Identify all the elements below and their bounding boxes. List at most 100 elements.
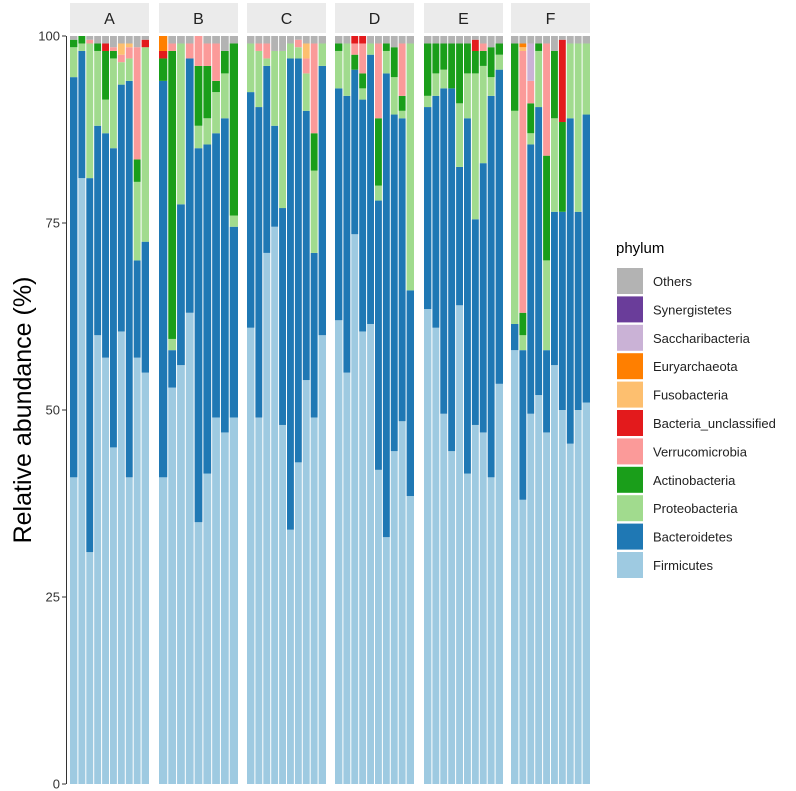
bar-segment-others <box>431 36 440 44</box>
bar-segment-firmicutes <box>286 529 295 784</box>
bar-segment-actinobacteria <box>558 122 567 212</box>
facet-label: F <box>546 11 556 28</box>
bar-segment-firmicutes <box>318 335 326 784</box>
bar-segment-firmicutes <box>125 477 134 784</box>
bar-segment-verrucomicrobia <box>518 50 527 313</box>
bar-segment-bacteroidetes <box>439 88 448 414</box>
bar-segment-bacteroidetes <box>318 65 326 336</box>
y-axis-label: Relative abundance (%) <box>9 277 37 544</box>
bar-segment-bacteroidetes <box>202 144 212 474</box>
facet-strip <box>511 3 590 33</box>
legend-label: Firmicutes <box>653 558 713 573</box>
bar-segment-verrucomicrobia <box>254 43 263 51</box>
bar-segment-proteobacteria <box>141 47 149 242</box>
bar-segment-others <box>310 36 319 44</box>
bar-segment-bacteroidetes <box>211 133 221 418</box>
bar-segment-bacteroidetes <box>77 50 86 179</box>
bar-segment-firmicutes <box>176 365 186 784</box>
bar-segment-others <box>574 36 583 44</box>
bar-segment-bacteroidetes <box>542 350 551 433</box>
bar-segment-proteobacteria <box>93 50 102 126</box>
bar-segment-firmicutes <box>495 383 503 784</box>
bar-segment-others <box>550 36 559 51</box>
bar-segment-firmicutes <box>220 432 230 784</box>
bar-segment-others <box>302 36 311 44</box>
bar-segment-actinobacteria <box>518 312 527 336</box>
facet-strip <box>335 3 414 33</box>
bar-segment-bacteroidetes <box>558 211 567 410</box>
bar-segment-bacteroidetes <box>194 148 203 523</box>
bar-segment-others <box>455 36 464 44</box>
bar-segment-proteobacteria <box>495 54 503 70</box>
bar-segment-bacteroidetes <box>176 204 186 366</box>
y-tick-label: 25 <box>46 590 60 605</box>
bar-segment-others <box>463 36 472 44</box>
bar-segment-firmicutes <box>479 432 488 784</box>
bar-segment-others <box>558 36 567 40</box>
y-tick-label: 0 <box>53 777 60 791</box>
bar-segment-bacteroidetes <box>159 80 168 478</box>
bar-segment-bacteroidetes <box>109 148 118 448</box>
bar-segment-firmicutes <box>574 410 583 784</box>
bar-segment-actinobacteria <box>439 43 448 70</box>
bar-segment-bacteroidetes <box>534 107 543 396</box>
bar-segment-firmicutes <box>566 443 575 784</box>
bar-segment-verrucomicrobia <box>310 43 319 134</box>
bar-segment-bacteroidetes <box>382 73 391 538</box>
bar-segment-actinobacteria <box>390 47 399 78</box>
bar-segment-actinobacteria <box>424 43 432 96</box>
bar-segment-proteobacteria <box>431 73 440 96</box>
bar-segment-others <box>270 36 279 51</box>
bar-segment-firmicutes <box>202 473 212 784</box>
bar-segment-actinobacteria <box>550 50 559 119</box>
bar-segment-proteobacteria <box>398 110 407 119</box>
bar-segment-others <box>518 36 527 44</box>
bar-segment-proteobacteria <box>471 73 480 220</box>
bar-segment-others <box>70 36 78 40</box>
bar-segment-others <box>286 36 295 44</box>
bar-segment-verrucomicrobia <box>479 43 488 51</box>
legend-label: Euryarchaeota <box>653 359 738 374</box>
bar-segment-proteobacteria <box>439 69 448 89</box>
bar-segment-firmicutes <box>463 473 472 784</box>
bar-segment-bacteroidetes <box>335 88 343 321</box>
bar-segment-proteobacteria <box>262 58 271 66</box>
bar-segment-others <box>479 36 488 44</box>
bar-segment-verrucomicrobia <box>85 39 94 44</box>
bar-segment-actinobacteria <box>358 73 367 89</box>
bar-segment-firmicutes <box>101 357 110 784</box>
bar-segment-firmicutes <box>254 417 263 784</box>
bar-segment-proteobacteria <box>582 43 590 115</box>
legend-label: Others <box>653 274 693 289</box>
bar-segment-firmicutes <box>278 424 287 784</box>
bar-segment-proteobacteria <box>133 181 142 261</box>
bar-segment-proteobacteria <box>70 47 78 78</box>
bar-segment-actinobacteria <box>133 159 142 182</box>
bar-segment-firmicutes <box>487 477 496 784</box>
bar-segment-others <box>262 36 271 44</box>
bar-segment-proteobacteria <box>318 43 326 66</box>
bar-segment-verrucomicrobia <box>542 43 551 156</box>
legend-key-synergistetes <box>617 296 643 323</box>
legend-key-bacteroidetes <box>617 523 643 550</box>
bar-area <box>70 36 590 785</box>
bar-segment-firmicutes <box>374 469 383 784</box>
bar-segment-bacteria-unclassified <box>350 36 359 44</box>
bar-segment-bacteroidetes <box>125 80 134 478</box>
bar-segment-firmicutes <box>526 413 535 784</box>
bar-segment-proteobacteria <box>229 215 238 227</box>
bar-segment-proteobacteria <box>390 77 399 115</box>
bar-segment-firmicutes <box>229 417 238 784</box>
bar-segment-firmicutes <box>185 312 195 784</box>
bar-segment-actinobacteria <box>374 118 383 186</box>
bar-segment-bacteroidetes <box>463 118 472 474</box>
bar-segment-verrucomicrobia <box>117 54 126 63</box>
bar-segment-bacteroidetes <box>302 110 311 381</box>
bar-segment-verrucomicrobia <box>133 47 142 160</box>
bar-segment-actinobacteria <box>335 43 343 51</box>
bar-segment-firmicutes <box>511 350 519 784</box>
bar-segment-others <box>342 36 351 44</box>
bar-segment-others <box>125 36 134 44</box>
bar-segment-actinobacteria <box>511 43 519 111</box>
